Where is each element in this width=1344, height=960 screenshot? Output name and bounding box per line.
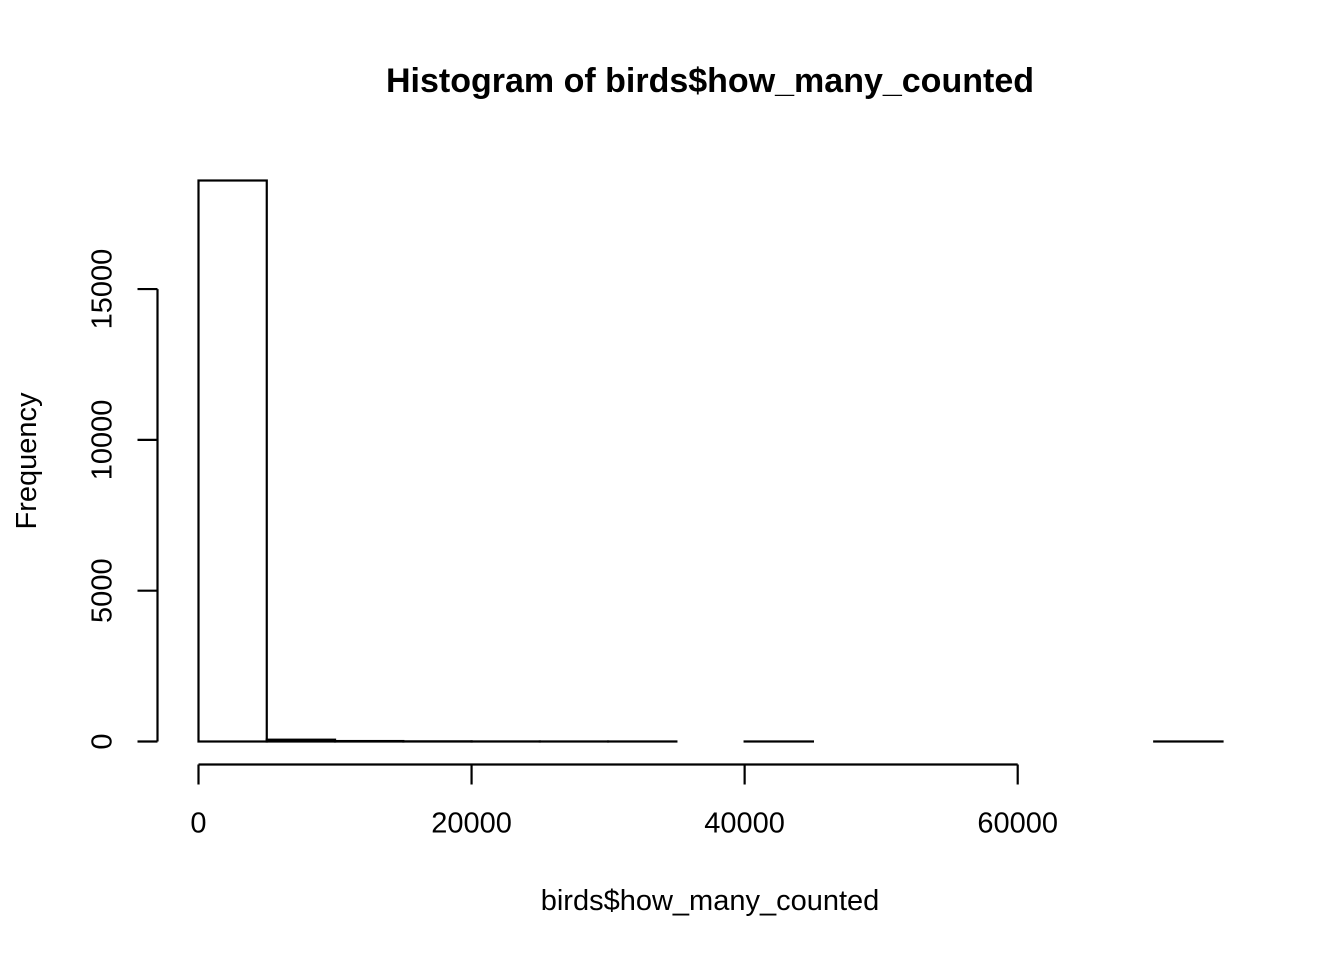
x-axis: 0 20000 40000 60000: [190, 763, 1058, 840]
x-tick-label: 60000: [977, 808, 1058, 840]
y-tick-label: 15000: [87, 249, 119, 330]
x-tick-label: 0: [190, 808, 206, 840]
x-tick-label: 20000: [431, 808, 512, 840]
x-tick-label: 40000: [704, 808, 785, 840]
y-tick-label: 5000: [87, 558, 119, 623]
y-tick-label: 10000: [87, 400, 119, 481]
histogram-bar: [265, 738, 337, 743]
chart-title: Histogram of birds$how_many_counted: [386, 62, 1034, 100]
y-tick-label: 0: [87, 733, 119, 749]
y-axis: 0 5000 10000 15000: [87, 249, 159, 750]
x-axis-label: birds$how_many_counted: [541, 885, 880, 917]
histogram-bar: [197, 179, 268, 743]
bars-group: [197, 179, 1224, 743]
y-axis-label: Frequency: [11, 392, 43, 530]
